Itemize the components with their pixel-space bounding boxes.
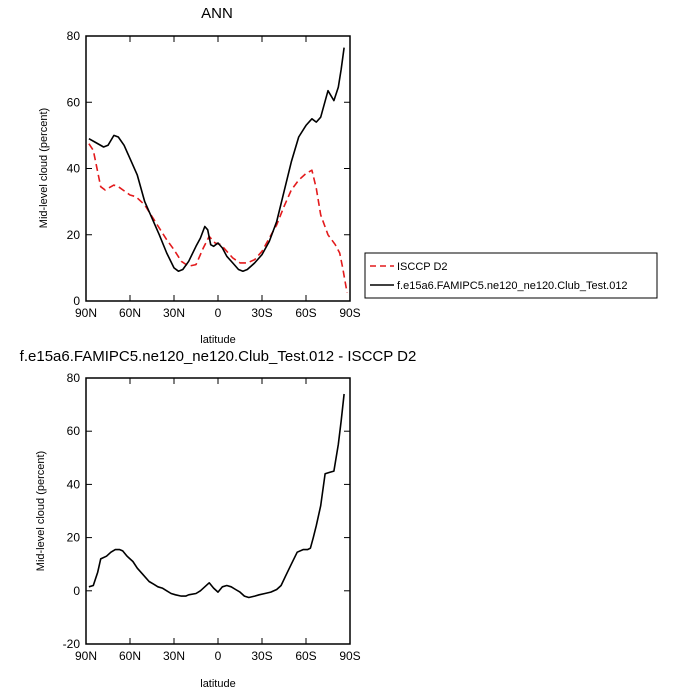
top-x-tick-label: 90N <box>75 306 97 320</box>
bottom-y-tick-label: -20 <box>63 637 81 651</box>
top-x-tick-label: 30N <box>163 306 185 320</box>
bottom-series-line-0 <box>88 393 345 599</box>
bottom-x-tick-label: 30N <box>163 649 185 663</box>
bottom-x-tick-label: 60S <box>295 649 316 663</box>
bottom-chart-title: f.e15a6.FAMIPC5.ne120_ne120.Club_Test.01… <box>20 348 417 365</box>
top-chart: ANN 90N 60N 30N 0 30S 60S 90S 0 20 40 60 80 latitud… <box>38 5 658 346</box>
bottom-x-tick-label: 90S <box>339 649 360 663</box>
bottom-series-group <box>88 393 345 599</box>
bottom-y-tick-label: 20 <box>67 531 81 545</box>
bottom-tick-group: 90N 60N 30N 0 30S 60S 90S -20 0 20 40 60 80 <box>63 371 361 663</box>
top-x-tick-label: 60N <box>119 306 141 320</box>
bottom-y-tick-label: 60 <box>67 424 81 438</box>
bottom-chart: f.e15a6.FAMIPC5.ne120_ne120.Club_Test.01… <box>20 348 417 690</box>
top-series-line-0 <box>88 143 348 293</box>
top-series-group <box>88 47 348 293</box>
top-series-line-1 <box>88 47 345 272</box>
top-y-tick-label: 20 <box>67 228 81 242</box>
top-chart-title: ANN <box>201 5 233 22</box>
legend-label-model: f.e15a6.FAMIPC5.ne120_ne120.Club_Test.01… <box>397 280 628 292</box>
bottom-y-tick-label: 80 <box>67 371 81 385</box>
top-tick-group: 90N 60N 30N 0 30S 60S 90S 0 20 40 60 80 <box>67 29 361 320</box>
legend-label-isccp: ISCCP D2 <box>397 261 448 273</box>
bottom-x-tick-label: 0 <box>215 649 222 663</box>
bottom-y-axis-label: Mid-level cloud (percent) <box>35 451 47 571</box>
bottom-x-tick-label: 60N <box>119 649 141 663</box>
top-y-tick-label: 40 <box>67 162 81 176</box>
top-y-axis-label: Mid-level cloud (percent) <box>38 108 50 228</box>
top-y-tick-label: 60 <box>67 95 81 109</box>
bottom-x-axis-label: latitude <box>200 678 235 690</box>
top-plot-frame <box>85 35 351 302</box>
bottom-y-tick-label: 40 <box>67 477 81 491</box>
top-x-axis-label: latitude <box>200 334 235 346</box>
bottom-y-tick-label: 0 <box>73 584 80 598</box>
top-y-tick-label: 0 <box>73 294 80 308</box>
bottom-x-tick-label: 30S <box>251 649 272 663</box>
legend-box <box>364 252 658 299</box>
top-x-tick-label: 0 <box>215 306 222 320</box>
bottom-x-tick-label: 90N <box>75 649 97 663</box>
top-x-tick-label: 60S <box>295 306 316 320</box>
top-x-tick-label: 30S <box>251 306 272 320</box>
legend: ISCCP D2 f.e15a6.FAMIPC5.ne120_ne120.Clu… <box>364 252 658 299</box>
bottom-plot-frame <box>85 377 351 645</box>
top-y-tick-label: 80 <box>67 29 81 43</box>
top-x-tick-label: 90S <box>339 306 360 320</box>
